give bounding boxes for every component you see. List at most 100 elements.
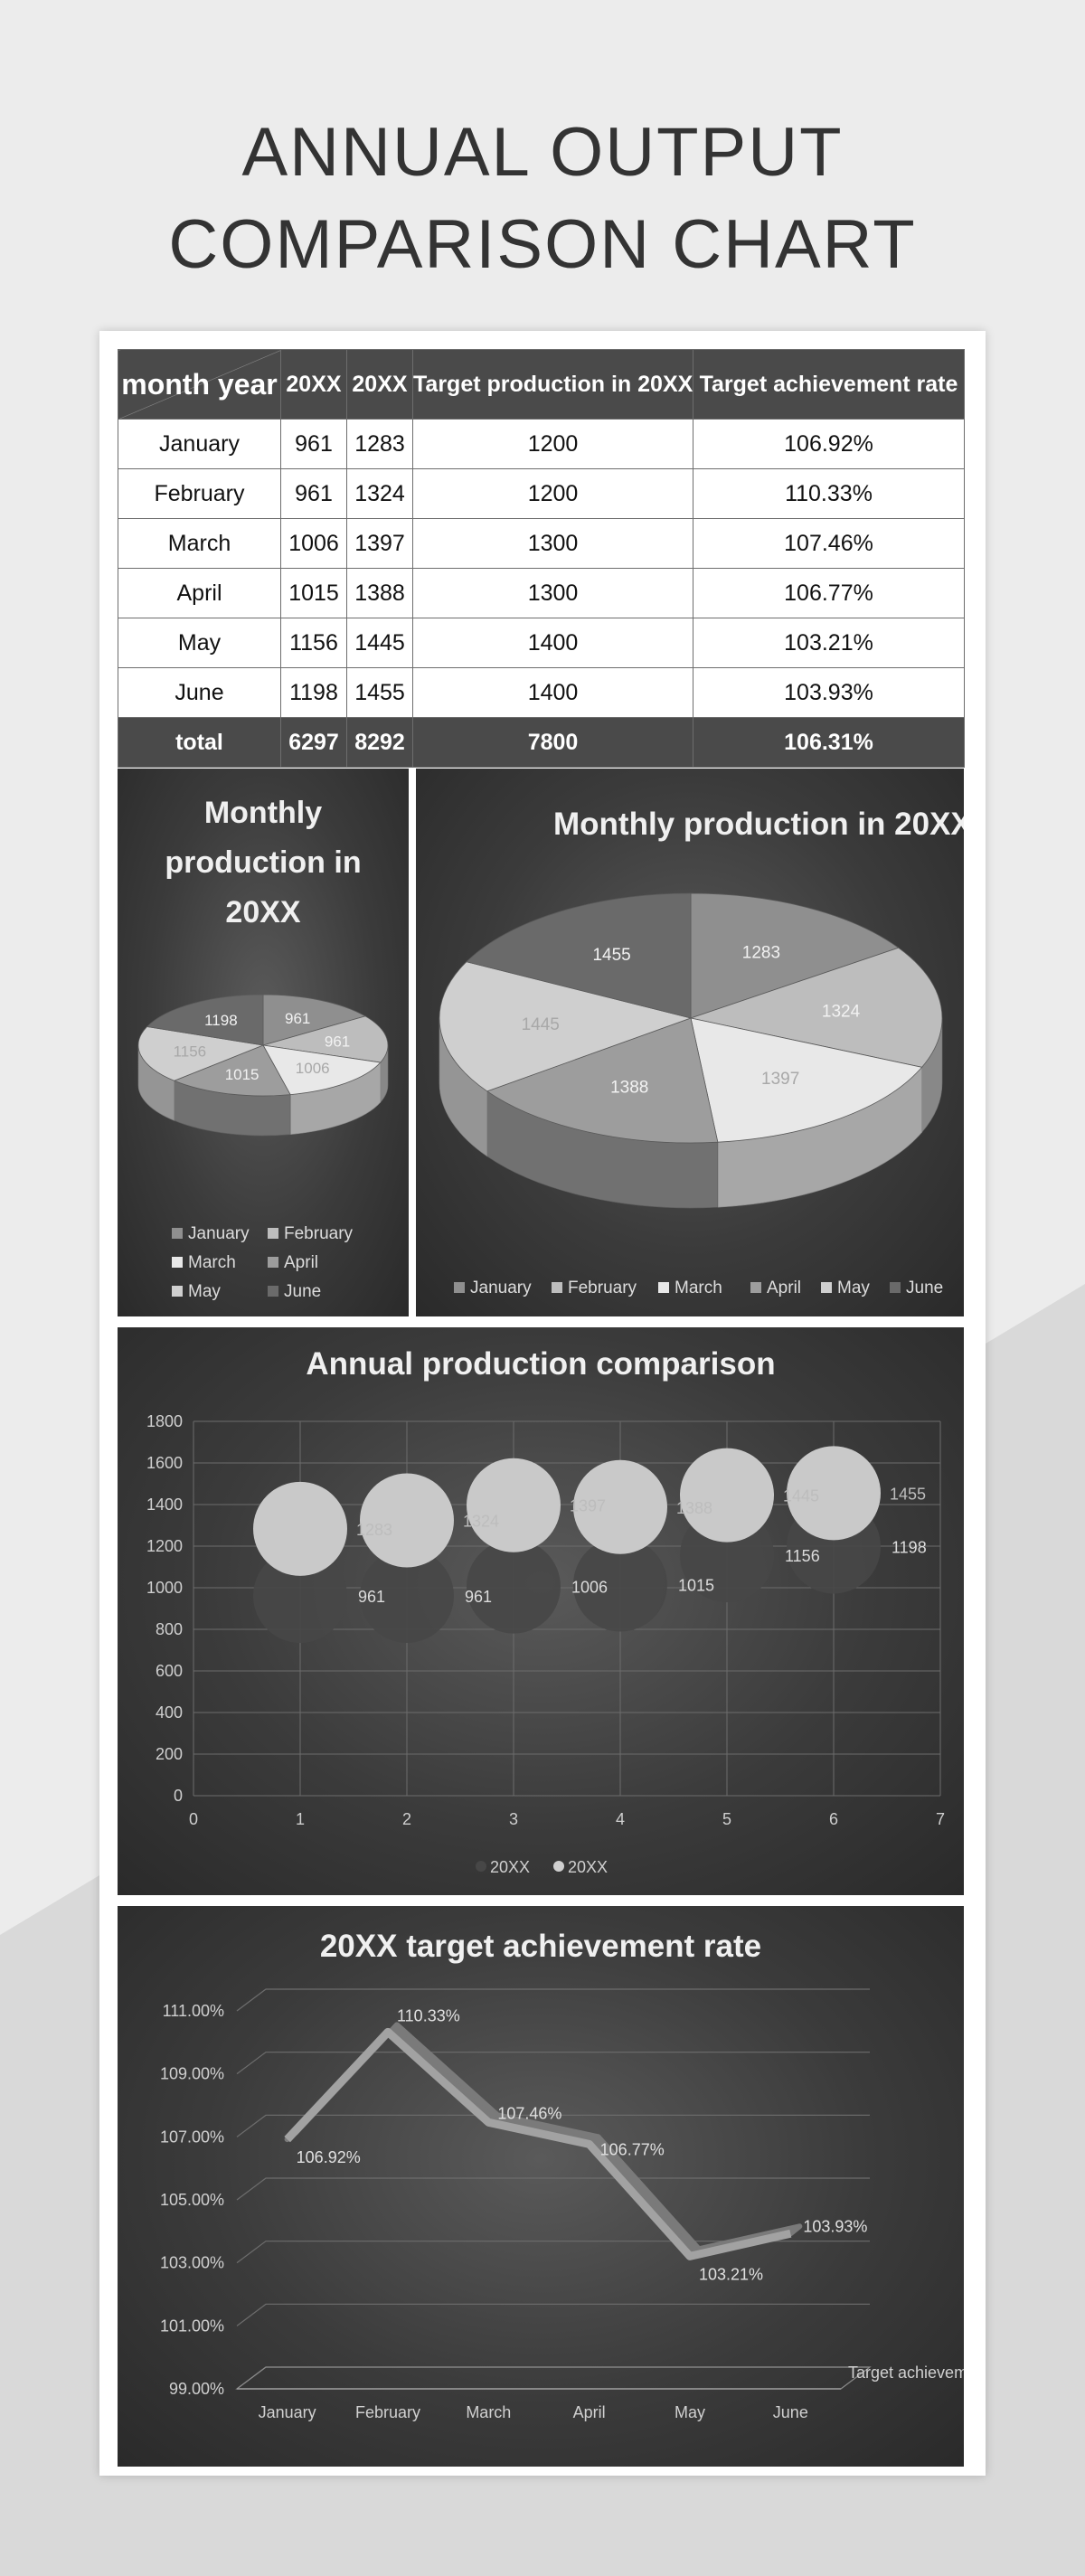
cell-year-b: 1283 <box>346 419 413 469</box>
cell-year-a: 1156 <box>280 618 347 668</box>
pie-slice-april <box>486 1017 719 1144</box>
pie-small-title: Monthly production in 20XX <box>165 796 361 929</box>
pie-slice-march <box>262 1044 382 1096</box>
series-name-label: Target achievement rate <box>848 2364 964 2382</box>
x-tick-label: 3 <box>509 1810 518 1828</box>
report-sheet: month year 20XX 20XX Target production i… <box>99 331 986 2476</box>
pie-small-title-line: production in <box>165 845 361 880</box>
pie-legend: January February March April May June <box>454 1279 943 1297</box>
table-row: February 961 1324 1200 110.33% <box>118 468 965 519</box>
series-line <box>284 2027 792 2260</box>
data-label-series-a: 961 <box>358 1588 385 1606</box>
table-header-rate: Target achievement rate <box>693 349 965 420</box>
data-label: 110.33% <box>397 2006 460 2024</box>
cell-target: 1200 <box>412 419 693 469</box>
cell-year-b: 1388 <box>346 568 413 618</box>
bubble-series-a <box>253 1548 347 1643</box>
table-row: June 1198 1455 1400 103.93% <box>118 667 965 718</box>
table-header-year-a: 20XX <box>280 349 347 420</box>
legend-label-may: May <box>837 1279 870 1297</box>
table-row: April 1015 1388 1300 106.77% <box>118 568 965 618</box>
production-table: month year 20XX 20XX Target production i… <box>118 349 965 768</box>
pie-slice-february <box>262 1015 389 1063</box>
x-tick-label: January <box>259 2403 316 2421</box>
total-year-a: 6297 <box>280 717 347 768</box>
total-month: total <box>118 717 281 768</box>
y-tick-label: 103.00% <box>160 2254 224 2272</box>
pie-small-title-line: 20XX <box>225 895 300 929</box>
bubble-series-b <box>253 1481 347 1576</box>
cell-year-b: 1445 <box>346 618 413 668</box>
legend-label-series-a: 20XX <box>490 1858 530 1876</box>
pie-chart-small-panel: Monthly production in 20XX 961 961 1006 1015 11… <box>118 769 409 1316</box>
legend-label-february: February <box>568 1279 637 1297</box>
cell-year-a: 961 <box>280 468 347 519</box>
y-tick-label: 1000 <box>146 1579 183 1597</box>
x-tick-label: May <box>675 2403 705 2421</box>
line-data-labels: 106.92% 110.33% 107.46% 106.77% 103.21% 103.9… <box>297 2006 868 2283</box>
table-header-month-year: month year <box>118 349 281 420</box>
pie-slice-february <box>689 947 943 1068</box>
legend-swatch-january <box>454 1282 465 1293</box>
pie-chart-large: Monthly production in 20XX 1283 1324 1397 13… <box>439 807 964 1297</box>
x-tick-label: February <box>355 2403 420 2421</box>
y-tick-label: 111.00% <box>163 2002 224 2020</box>
x-tick-label: 6 <box>829 1810 838 1828</box>
pie-data-label-january: 961 <box>285 1010 310 1027</box>
line-chart: 20XX target achievement rate 99.00% 101.00… <box>160 1929 964 2421</box>
pie-data-label-may: 1445 <box>522 1015 560 1034</box>
y-tick-label: 800 <box>156 1620 183 1638</box>
legend-label-march: March <box>188 1253 236 1272</box>
pie-data-label-may: 1156 <box>174 1043 207 1061</box>
grid-line-y <box>236 2366 870 2390</box>
cell-year-b: 1324 <box>346 468 413 519</box>
data-label: 103.93% <box>803 2217 867 2235</box>
legend-label-series-b: 20XX <box>568 1858 608 1876</box>
total-rate: 106.31% <box>693 717 965 768</box>
pie-slice-may <box>439 961 693 1092</box>
data-label-series-b: 1388 <box>676 1499 712 1517</box>
legend-label-january: January <box>470 1279 532 1297</box>
grid-line-y <box>236 1988 870 2012</box>
data-label-series-b: 1324 <box>463 1512 499 1530</box>
legend-label-may: May <box>188 1282 221 1301</box>
legend-swatch-may <box>172 1286 183 1297</box>
bubble-series-b <box>360 1473 454 1568</box>
legend-swatch-march <box>658 1282 669 1293</box>
line-grid: 99.00% 101.00% 103.00% 105.00% 107.00% 109.00… <box>160 1988 872 2421</box>
cell-target: 1300 <box>412 568 693 618</box>
legend-swatch-series-b <box>553 1861 564 1872</box>
x-tick-label: 2 <box>402 1810 411 1828</box>
table-row: March 1006 1397 1300 107.46% <box>118 518 965 569</box>
cell-target: 1200 <box>412 468 693 519</box>
data-label-series-a: 1156 <box>785 1547 820 1565</box>
grid-line-y <box>236 2241 870 2264</box>
cell-rate: 106.77% <box>693 568 965 618</box>
table-total-row: total 6297 8292 7800 106.31% <box>118 717 965 768</box>
legend-swatch-may <box>821 1282 832 1293</box>
legend-label-june: June <box>906 1279 943 1297</box>
cell-year-a: 1015 <box>280 568 347 618</box>
cell-year-b: 1455 <box>346 667 413 718</box>
cell-month: January <box>118 419 281 469</box>
legend-swatch-march <box>172 1257 183 1268</box>
pie-data-label-june: 1455 <box>592 946 630 965</box>
cell-month: May <box>118 618 281 668</box>
legend-label-april: April <box>284 1253 318 1272</box>
scatter-title: Annual production comparison <box>306 1346 775 1382</box>
pie-data-labels: 1283 1324 1397 1388 1445 1455 <box>522 943 861 1097</box>
legend-label-june: June <box>284 1282 321 1301</box>
y-tick-label: 1600 <box>146 1454 183 1472</box>
bubble-series-a <box>573 1537 667 1632</box>
data-label-series-b: 1283 <box>356 1521 392 1539</box>
scatter-legend: 20XX 20XX <box>476 1858 608 1876</box>
pie-slice-may <box>137 1026 265 1081</box>
table-body: January 961 1283 1200 106.92% February 961 1324… <box>118 419 965 768</box>
total-year-b: 8292 <box>346 717 413 768</box>
pie-data-label-january: 1283 <box>742 943 780 962</box>
cell-rate: 106.92% <box>693 419 965 469</box>
pie-slice-june <box>146 994 264 1046</box>
y-tick-label: 0 <box>174 1787 183 1805</box>
pie-data-label-april: 1015 <box>225 1066 259 1083</box>
y-tick-label: 1400 <box>146 1496 183 1514</box>
